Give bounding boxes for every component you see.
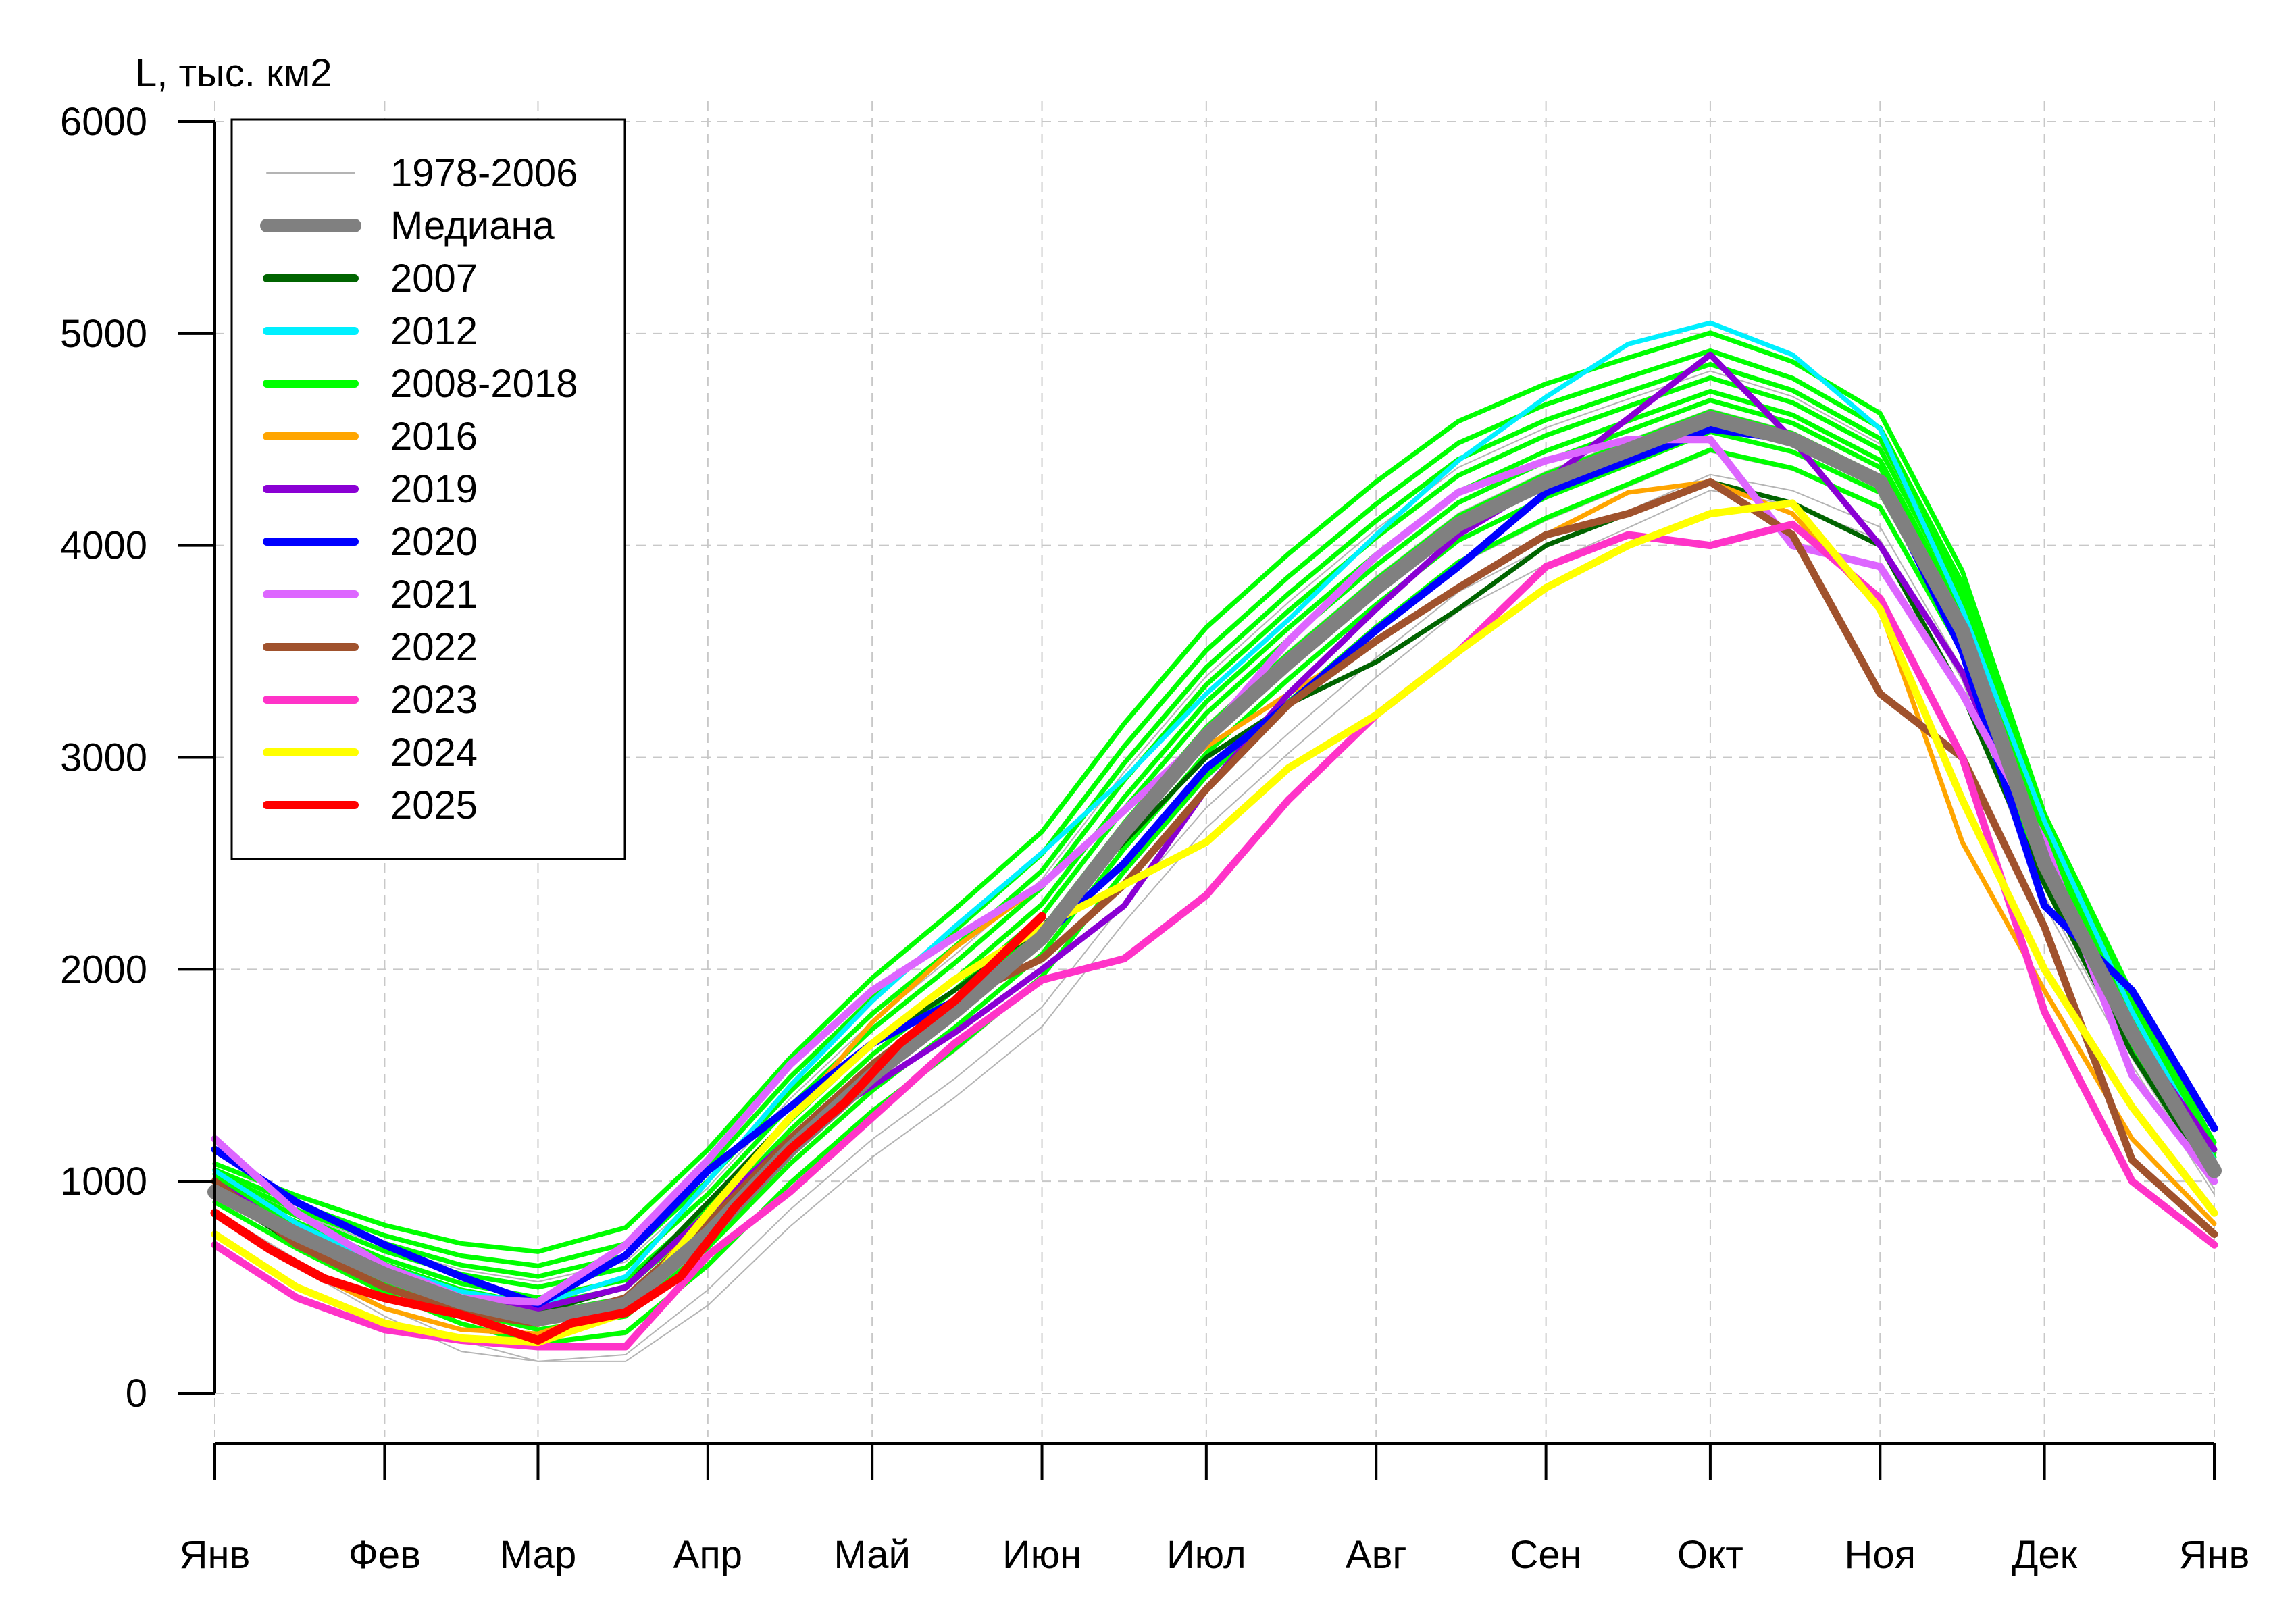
x-tick-label-3: Апр (673, 1533, 742, 1577)
series-line-2025 (210, 912, 1046, 1345)
legend-label-7: 2020 (390, 520, 478, 564)
x-tick-label-1: Фев (349, 1533, 421, 1577)
legend-label-8: 2021 (390, 573, 478, 617)
hist-line-5 (214, 370, 2215, 1282)
axes: 0 1000 2000 3000 4000 5000 6000 Янв Фев Мар Апр Май… (60, 100, 2249, 1577)
legend-label-11: 2024 (390, 731, 478, 775)
legend-label-3: 2012 (390, 309, 478, 353)
x-tick-label-12: Янв (2179, 1533, 2250, 1577)
hist-line-7 (214, 490, 2215, 1362)
y2008_2018-line-1 (212, 375, 2217, 1290)
legend-label-12: 2025 (390, 783, 478, 827)
series-line-2023 (211, 520, 2218, 1351)
legend-label-6: 2019 (390, 467, 478, 511)
x-tick-label-4: Май (834, 1533, 911, 1577)
y-tick-label-5: 5000 (60, 312, 147, 356)
x-tick-label-7: Авг (1346, 1533, 1407, 1577)
legend-label-9: 2022 (390, 625, 478, 669)
x-tick-label-0: Янв (180, 1533, 251, 1577)
y2008_2018-line-4 (212, 330, 2217, 1254)
legend-label-0: 1978-2006 (390, 151, 578, 195)
x-tick-label-10: Ноя (1845, 1533, 1916, 1577)
y-tick-label-3: 3000 (60, 736, 147, 780)
legend-label-1: Медиана (390, 204, 555, 248)
y-tick-label-0: 0 (126, 1372, 147, 1416)
x-tick-label-2: Мар (500, 1533, 576, 1577)
y-tick-label-1: 1000 (60, 1160, 147, 1203)
series-line-медиана (207, 411, 2222, 1327)
x-tick-label-6: Июл (1167, 1533, 1246, 1577)
legend-label-2: 2007 (390, 257, 478, 301)
x-tick-label-9: Окт (1677, 1533, 1743, 1577)
x-tick-label-11: Дек (2012, 1533, 2078, 1577)
legend-label-4: 2008-2018 (390, 362, 578, 406)
legend-label-5: 2016 (390, 415, 478, 459)
x-tick-label-8: Сен (1510, 1533, 1582, 1577)
legend: 1978-2006 Медиана 2007 2012 2008-2018 2016 201… (230, 118, 626, 860)
y-tick-label-2: 2000 (60, 947, 147, 991)
x-tick-label-5: Июн (1002, 1533, 1081, 1577)
series-layer (207, 320, 2222, 1362)
y2008_2018-line-6 (212, 361, 2217, 1279)
legend-label-10: 2023 (390, 678, 478, 722)
y-axis-label: L, тыс. км2 (135, 51, 332, 95)
y-tick-label-4: 4000 (60, 524, 147, 568)
y-tick-label-6: 6000 (60, 100, 147, 144)
